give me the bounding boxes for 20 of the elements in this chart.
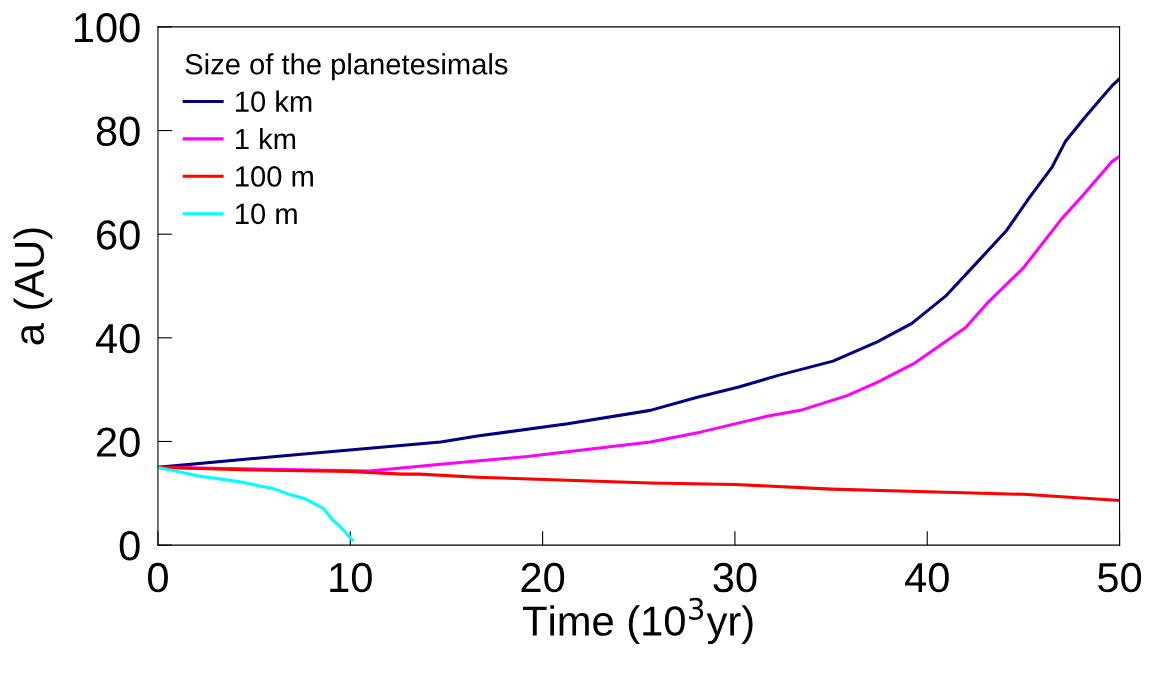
- legend-title: Size of the planetesimals: [185, 53, 508, 81]
- y-tick-label: 60: [97, 220, 140, 250]
- x-axis-title: Time (10$^{3}$yr): [523, 597, 753, 645]
- x-tick-label: 0: [148, 562, 168, 593]
- y-tick-label: 100: [74, 12, 140, 43]
- legend-label: 10 m: [236, 203, 297, 225]
- legend-label: 1 km: [236, 127, 296, 150]
- x-tick-label: 50: [1098, 562, 1142, 593]
- x-tick-label: 40: [905, 562, 949, 593]
- y-tick-label: 80: [96, 116, 140, 147]
- x-tick-label: 30: [713, 562, 757, 593]
- legend-label: 10 km: [236, 90, 312, 112]
- legend-label: 100 m: [236, 166, 313, 187]
- line-series: [157, 465, 354, 542]
- y-tick-label: 0: [119, 531, 140, 561]
- x-tick-label: 20: [521, 562, 565, 593]
- y-axis-title: a (AU): [13, 228, 53, 345]
- y-tick-label: 40: [95, 323, 140, 354]
- x-tick-label: 10: [330, 562, 372, 593]
- y-tick-label: 20: [97, 427, 140, 457]
